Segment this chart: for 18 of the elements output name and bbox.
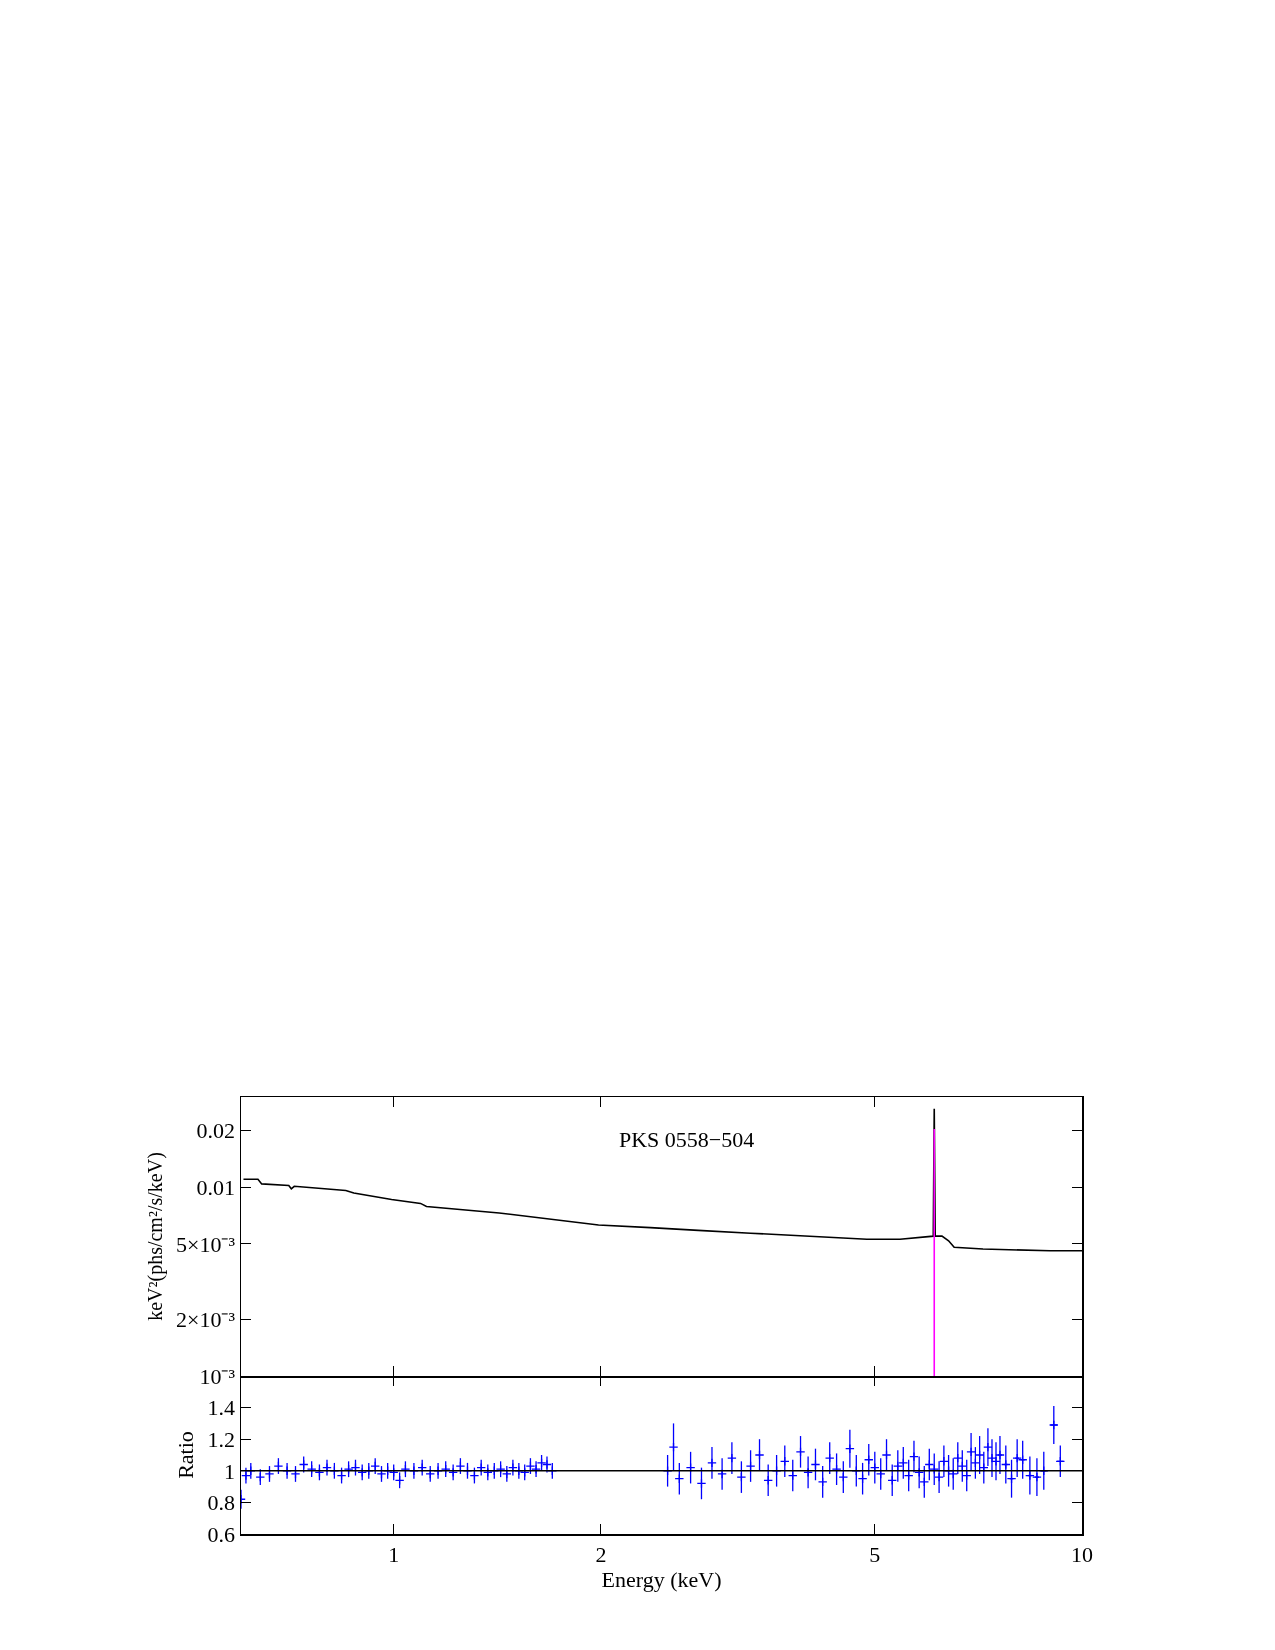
x-tick-label: 2 bbox=[595, 1541, 607, 1567]
y-tick-label: 0.6 bbox=[207, 1521, 236, 1547]
annotation: PKS 0558−504 bbox=[619, 1127, 755, 1152]
y-tick-label: 2×10⁻³ bbox=[176, 1306, 236, 1332]
y-tick-label: 10⁻³ bbox=[199, 1363, 236, 1389]
x-tick-label: 5 bbox=[869, 1541, 881, 1567]
y-axis-title: Ratio bbox=[172, 1431, 198, 1479]
y-tick-label: 0.01 bbox=[196, 1174, 236, 1200]
x-tick-label: 1 bbox=[388, 1541, 400, 1567]
x-axis-title: Energy (keV) bbox=[601, 1566, 722, 1592]
y-tick-label: 5×10⁻³ bbox=[176, 1231, 236, 1257]
y-tick-label: 1.4 bbox=[207, 1395, 236, 1421]
x-tick-label: 10 bbox=[1071, 1541, 1093, 1567]
y-tick-label: 0.02 bbox=[196, 1117, 236, 1143]
y-tick-label: 1 bbox=[224, 1458, 236, 1484]
y-axis-title: keV²(phs/cm²/s/keV) bbox=[143, 1152, 167, 1321]
y-tick-label: 1.2 bbox=[207, 1426, 236, 1452]
y-tick-label: 0.8 bbox=[207, 1490, 236, 1516]
